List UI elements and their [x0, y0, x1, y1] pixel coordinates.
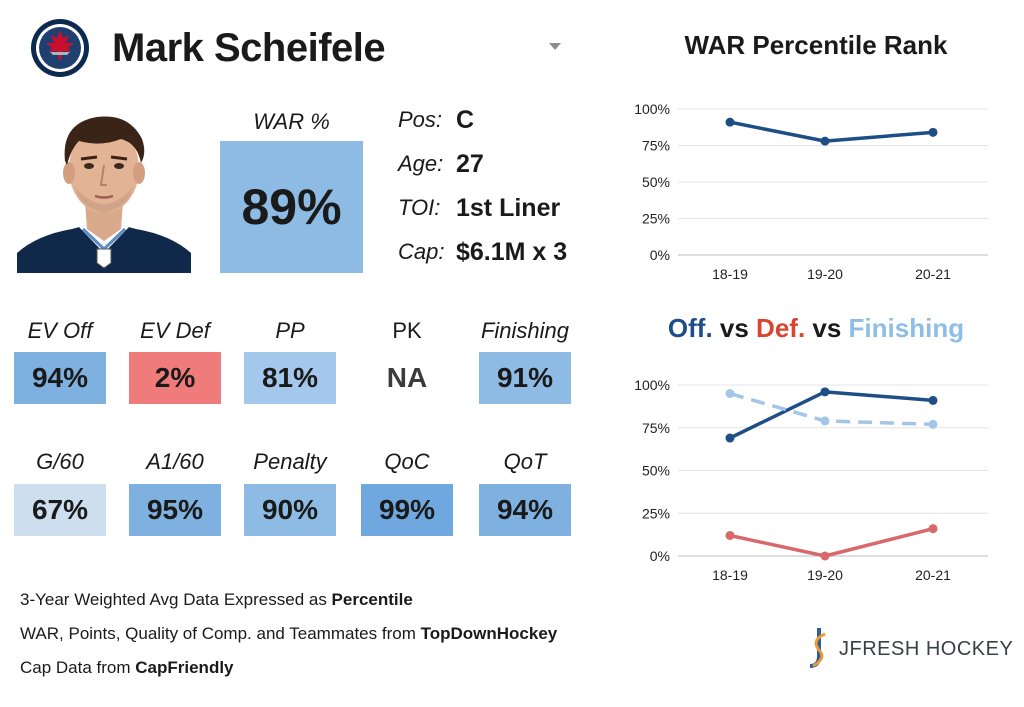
stat-box-qot: 94%	[479, 484, 571, 536]
y-tick-label: 100%	[634, 101, 670, 117]
stat-label-g60: G/60	[36, 449, 84, 474]
info-key: Age:	[398, 151, 444, 176]
footer-note-percentile: 3-Year Weighted Avg Data Expressed as Pe…	[20, 590, 413, 609]
data-point	[928, 524, 938, 534]
footer-note-war-source: WAR, Points, Quality of Comp. and Teamma…	[20, 624, 558, 643]
info-key: TOI:	[398, 195, 441, 220]
info-value: 1st Liner	[456, 193, 561, 222]
info-key: Pos:	[398, 107, 443, 132]
stat-box-ev-def: 2%	[129, 352, 221, 404]
data-point	[725, 389, 735, 399]
y-tick-label: 25%	[642, 211, 670, 227]
data-point	[820, 551, 830, 561]
series-line	[729, 526, 934, 558]
y-tick-label: 100%	[634, 377, 670, 393]
stat-label-ev-def: EV Def	[140, 318, 210, 343]
brand-logo: JFRESH HOCKEY	[805, 625, 1013, 673]
info-row-age: Age: 27	[398, 147, 484, 181]
chart2-off-def-finishing: 0% 25% 50% 75% 100% 18-19 19-20 20-21	[634, 377, 988, 583]
data-point	[928, 419, 938, 429]
info-key: Cap:	[398, 239, 445, 264]
y-tick-label: 75%	[642, 138, 670, 154]
stat-label-pk: PK	[392, 318, 422, 343]
x-tick-label: 18-19	[712, 266, 748, 282]
player-name: Mark Scheifele	[112, 26, 386, 70]
stat-label-finishing: Finishing	[480, 318, 570, 343]
info-value: $6.1M x 3	[456, 237, 568, 266]
stat-label-qoc: QoC	[384, 449, 430, 474]
stat-box-pk: NA	[361, 352, 453, 404]
data-point	[725, 433, 735, 443]
data-point	[928, 127, 938, 137]
stat-label-qot: QoT	[503, 449, 547, 474]
series-line	[729, 390, 934, 440]
footer-note-cap-source: Cap Data from CapFriendly	[20, 658, 234, 677]
team-logo-icon	[31, 19, 89, 77]
info-row-position: Pos: C	[398, 103, 474, 137]
brand-mark-icon	[809, 628, 826, 668]
stat-label-ev-off: EV Off	[27, 318, 93, 343]
y-tick-label: 50%	[642, 463, 670, 479]
stat-box-g60: 67%	[14, 484, 106, 536]
y-tick-label: 0%	[650, 548, 670, 564]
war-label: WAR %	[253, 109, 330, 134]
brand-text: JFRESH HOCKEY	[839, 637, 1014, 660]
y-tick-label: 25%	[642, 505, 670, 521]
x-tick-label: 19-20	[807, 266, 843, 282]
x-tick-label: 20-21	[915, 266, 951, 282]
info-row-toi: TOI: 1st Liner	[398, 191, 560, 225]
data-point	[820, 416, 830, 426]
stat-box-ev-off: 94%	[14, 352, 106, 404]
data-point	[820, 387, 830, 397]
x-tick-label: 20-21	[915, 567, 951, 583]
info-value: C	[456, 105, 475, 134]
data-point	[725, 117, 735, 127]
war-value-box: 89%	[220, 141, 363, 273]
stat-label-a160: A1/60	[146, 449, 204, 474]
chart2-title: Off. vs Def. vs Finishing	[667, 313, 965, 343]
chart1-title: WAR Percentile Rank	[684, 30, 948, 60]
stat-box-qoc: 99%	[361, 484, 453, 536]
stat-box-a160: 95%	[129, 484, 221, 536]
stat-box-pp: 81%	[244, 352, 336, 404]
y-tick-label: 0%	[650, 247, 670, 263]
data-point	[725, 530, 735, 540]
data-point	[820, 136, 830, 146]
chart1-war-percentile: 0% 25% 50% 75% 100% 18-19 19-20 20-21	[634, 101, 988, 282]
y-tick-label: 50%	[642, 174, 670, 190]
x-tick-label: 19-20	[807, 567, 843, 583]
x-tick-label: 18-19	[712, 567, 748, 583]
stat-box-penalty: 90%	[244, 484, 336, 536]
stat-box-finishing: 91%	[479, 352, 571, 404]
series-line	[729, 120, 934, 143]
player-dropdown-caret-icon[interactable]	[549, 43, 561, 50]
player-headshot	[17, 103, 191, 273]
info-value: 27	[456, 149, 484, 178]
data-point	[928, 395, 938, 405]
info-row-cap: Cap: $6.1M x 3	[398, 235, 567, 269]
stat-label-penalty: Penalty	[253, 449, 327, 474]
stat-label-pp: PP	[275, 318, 305, 343]
y-tick-label: 75%	[642, 420, 670, 436]
